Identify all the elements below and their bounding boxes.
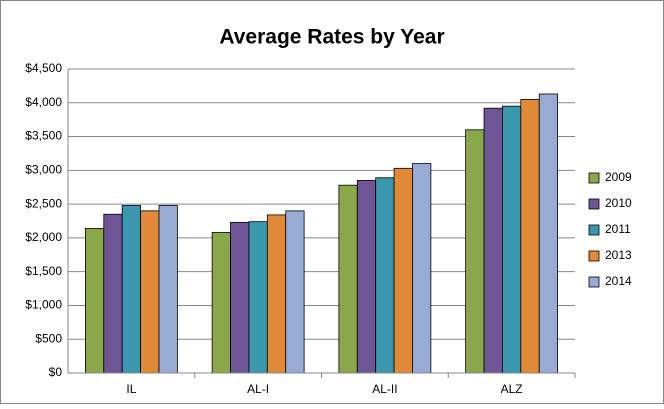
bar — [338, 184, 358, 374]
y-tick-label: $1,000 — [25, 298, 62, 312]
x-tick-label: ALZ — [501, 382, 523, 396]
y-tick-label: $3,500 — [25, 129, 62, 143]
legend-label: 2011 — [605, 222, 631, 236]
y-tick-label: $3,000 — [25, 163, 62, 177]
y-tick-label: $500 — [35, 331, 62, 345]
bar — [356, 180, 377, 374]
bar — [140, 210, 160, 374]
bar — [248, 221, 268, 374]
y-tick-label: $4,500 — [25, 61, 62, 75]
legend-swatch — [588, 250, 600, 262]
bar — [375, 177, 395, 374]
legend-swatch — [588, 198, 600, 210]
x-tick-label: AL-II — [372, 382, 397, 396]
bar — [158, 205, 178, 374]
legend-label: 2014 — [605, 274, 632, 288]
legend-swatch — [588, 172, 600, 184]
legend-label: 2013 — [605, 248, 632, 262]
y-tick-label: $4,000 — [25, 95, 62, 109]
bar — [502, 105, 522, 374]
bar — [465, 129, 485, 374]
legend-label: 2010 — [605, 196, 632, 210]
bar — [103, 213, 123, 374]
chart-title: Average Rates by Year — [219, 26, 444, 49]
bar — [121, 205, 141, 374]
legend-label: 2009 — [605, 170, 632, 184]
bar — [412, 163, 432, 374]
bar — [520, 99, 540, 374]
legend-swatch — [588, 276, 600, 288]
y-tick-label: $1,500 — [25, 264, 62, 278]
bar — [285, 210, 305, 374]
y-tick-label: $2,000 — [25, 230, 62, 244]
x-tick-label: IL — [126, 382, 136, 396]
bar — [483, 107, 503, 374]
x-tick-label: AL-I — [247, 382, 269, 396]
bar — [84, 228, 105, 374]
bar — [393, 167, 413, 374]
bar — [211, 232, 231, 374]
bar — [266, 214, 287, 374]
y-tick-label: $2,500 — [25, 196, 62, 210]
y-tick-label: $0 — [49, 365, 63, 379]
bar — [538, 93, 559, 374]
legend-swatch — [588, 224, 600, 236]
bar — [230, 221, 250, 374]
